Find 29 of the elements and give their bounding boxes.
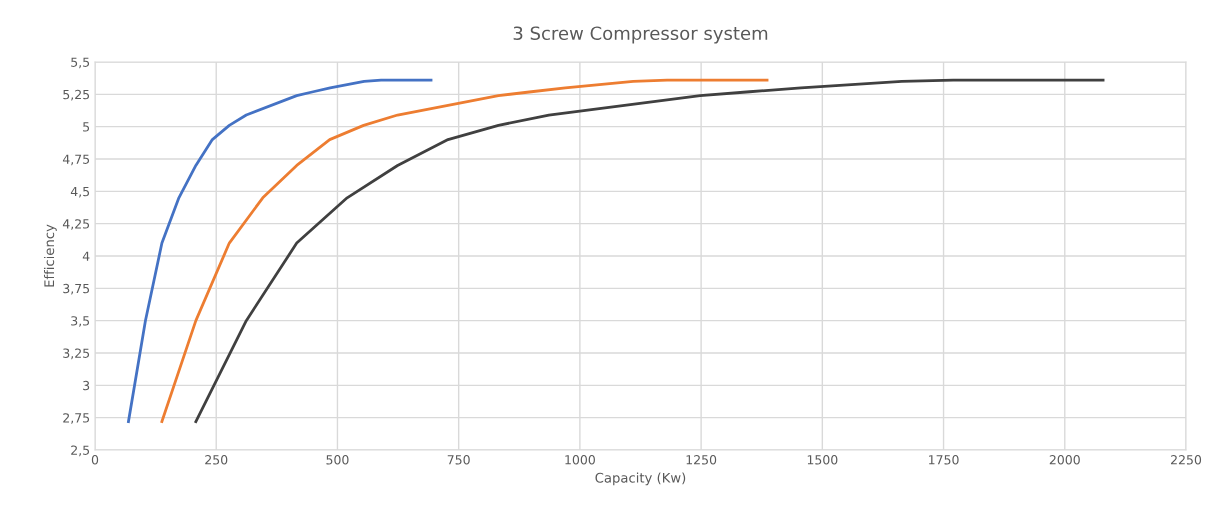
y-tick-label: 3,5 (71, 316, 90, 327)
x-tick-label: 1250 (686, 455, 717, 465)
y-tick-label: 3 (83, 380, 90, 391)
x-tick-label: 2250 (1171, 455, 1202, 465)
y-tick-label: 5,5 (71, 57, 90, 69)
chart-title: 3 Screw Compressor system (513, 26, 768, 44)
x-tick-label: 1000 (565, 455, 595, 465)
line-series (194, 78, 1105, 423)
x-tick-label: 1500 (807, 455, 838, 465)
x-tick-label: 250 (205, 455, 228, 465)
y-tick-label: 5 (83, 122, 90, 132)
y-tick-label: 3,75 (63, 283, 90, 295)
x-tick-label: 2000 (1049, 455, 1080, 465)
y-tick-label: 3,25 (63, 348, 90, 360)
line-series (127, 78, 433, 423)
x-tick-label: 0 (91, 455, 99, 465)
y-tick-label: 4,75 (62, 154, 90, 166)
x-axis-title: Capacity (Kw) (595, 472, 686, 486)
x-tick-label: 1750 (929, 455, 959, 465)
y-axis-title: Efficiency (43, 224, 57, 287)
y-tick-label: 2,5 (71, 445, 90, 457)
x-tick-label: 750 (447, 455, 470, 465)
x-tick-label: 500 (326, 455, 349, 465)
y-tick-label: 4,25 (62, 219, 90, 230)
y-tick-label: 2,75 (63, 413, 90, 424)
y-tick-label: 4,5 (70, 186, 90, 198)
y-tick-label: 5,25 (63, 89, 90, 101)
line-series (160, 78, 769, 423)
y-tick-label: 4 (82, 251, 90, 261)
